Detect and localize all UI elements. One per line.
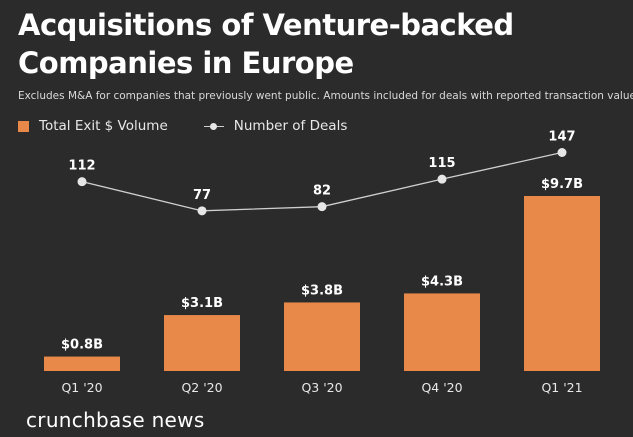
x-tick-label-1: Q2 '20 [181, 380, 222, 395]
bar-3 [404, 293, 480, 371]
legend-label-deals: Number of Deals [233, 118, 348, 134]
deals-point-1 [197, 206, 207, 216]
x-tick-label-0: Q1 '20 [61, 380, 102, 395]
legend-line-swatch [203, 121, 224, 132]
brand-logo: crunchbase news [26, 408, 205, 432]
deals-value-label-4: 147 [548, 130, 575, 145]
legend-label-exit-volume: Total Exit $ Volume [39, 118, 168, 134]
bar-value-label-2: $3.8B [301, 283, 343, 298]
bar-value-label-3: $4.3B [421, 274, 463, 289]
deals-value-label-0: 112 [68, 159, 95, 174]
deals-point-3 [437, 174, 447, 184]
x-tick-label-3: Q4 '20 [421, 380, 462, 395]
deals-point-0 [77, 177, 87, 187]
deals-point-4 [557, 148, 567, 157]
legend: Total Exit $ Volume Number of Deals [18, 118, 383, 134]
bar-1 [164, 315, 240, 371]
chart-subtitle: Excludes M&A for companies that previous… [18, 90, 633, 102]
chart-title: Acquisitions of Venture-backed Companies… [18, 8, 514, 80]
legend-item-exit-volume: Total Exit $ Volume [18, 118, 168, 134]
bar-value-label-0: $0.8B [61, 338, 103, 353]
deals-value-label-3: 115 [428, 156, 455, 171]
legend-item-deals: Number of Deals [203, 118, 348, 134]
deals-line [81, 151, 563, 212]
bar-2 [284, 302, 360, 371]
deals-value-label-2: 82 [313, 184, 331, 199]
bar-0 [44, 356, 120, 371]
x-tick-label-4: Q1 '21 [541, 380, 582, 395]
legend-bar-swatch [18, 120, 29, 132]
x-tick-label-2: Q3 '20 [301, 380, 342, 395]
bar-value-label-1: $3.1B [181, 296, 223, 311]
deals-value-label-1: 77 [193, 188, 211, 203]
deals-point-2 [317, 202, 327, 212]
bar-4 [524, 196, 600, 371]
bar-value-label-4: $9.7B [541, 177, 583, 192]
